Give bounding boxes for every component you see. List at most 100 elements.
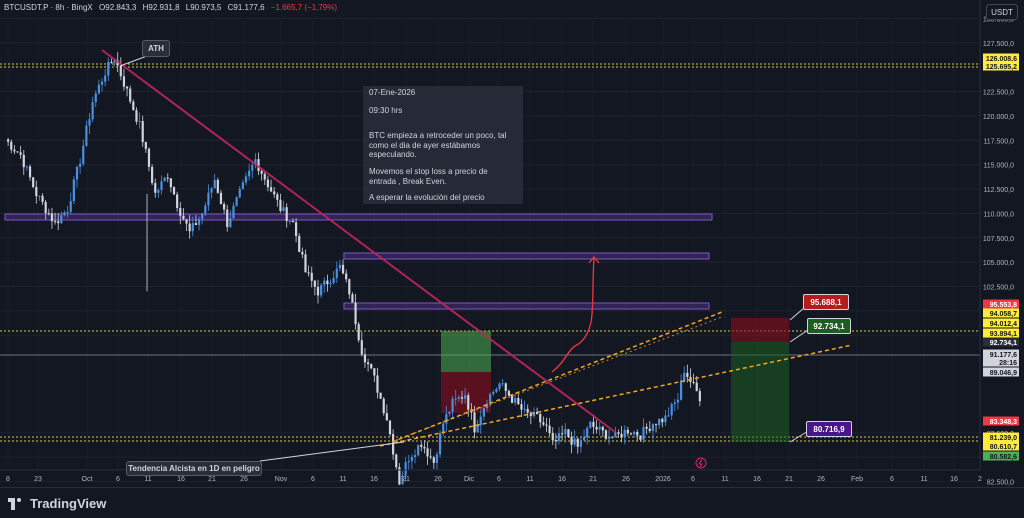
candle-body xyxy=(379,392,382,399)
candle-body xyxy=(163,177,166,182)
price-label: 94.058,7 xyxy=(990,311,1017,318)
candle-body xyxy=(601,426,604,431)
candle-body xyxy=(335,268,338,279)
symbol-name[interactable]: BTCUSDT.P · 8h · BingX xyxy=(4,3,93,12)
time-tick: 8 xyxy=(6,476,10,483)
note-time: 09:30 hrs xyxy=(369,105,403,115)
candle-body xyxy=(44,201,47,214)
candle-body xyxy=(482,408,485,417)
time-axis-ticks: 8 23 Oct 6 11 16 21 26 Nov 6 11 16 21 26 Dic 6 11 16 21 26 2… xyxy=(6,476,982,483)
price-label: 92.734,1 xyxy=(990,340,1017,347)
candle-body xyxy=(282,207,285,212)
candle-body xyxy=(307,272,310,274)
trend-callout[interactable]: Tendencia Alcista en 1D en peligro xyxy=(126,461,262,476)
candle-body xyxy=(160,181,163,191)
candle-body xyxy=(260,170,263,174)
candle-body xyxy=(210,188,213,193)
candle-body xyxy=(451,398,454,412)
time-tick: Dic xyxy=(464,476,475,483)
entry-callout[interactable]: 92.734,1 xyxy=(807,318,851,334)
candle-body xyxy=(176,194,179,209)
candle-body xyxy=(598,426,601,430)
candle-body xyxy=(60,215,63,224)
time-tick: 26 xyxy=(622,476,630,483)
candle-body xyxy=(582,437,586,441)
candle-body xyxy=(423,446,426,449)
candle-body xyxy=(91,102,94,120)
candle-body xyxy=(172,187,176,195)
target-callout-label: 80.716,9 xyxy=(813,424,845,434)
price-label-bg xyxy=(983,337,1019,347)
candle-body xyxy=(557,433,561,442)
candle-body xyxy=(285,207,288,222)
ath-callout[interactable]: ATH xyxy=(142,40,170,57)
price-scale xyxy=(980,0,1024,487)
time-tick: 21 xyxy=(402,476,410,483)
candle-body xyxy=(658,418,661,426)
candle-body xyxy=(72,179,75,202)
chart-canvas[interactable]: 130.000,0127.500,0122.500,0120.000,0117.… xyxy=(0,0,1024,487)
stop-callout[interactable]: 95.688,1 xyxy=(803,294,849,310)
candle-body xyxy=(435,454,439,463)
candle-body xyxy=(326,280,329,285)
note-paragraph-1: BTC empieza a retroceder un poco, tal co… xyxy=(369,131,507,160)
candle-body xyxy=(623,429,626,438)
candle-body xyxy=(670,404,673,416)
time-tick: 21 xyxy=(589,476,597,483)
analysis-note[interactable]: 07-Ene-2026 09:30 hrs BTC empieza a retr… xyxy=(363,86,523,204)
candle-body xyxy=(357,324,360,341)
price-label-bg xyxy=(983,318,1019,328)
price-label-bg xyxy=(983,357,1019,367)
tradingview-logo[interactable]: TradingView xyxy=(8,496,106,511)
candle-body xyxy=(7,139,10,142)
candle-body xyxy=(401,475,404,485)
price-label-bg xyxy=(983,53,1019,63)
candle-body xyxy=(607,436,611,439)
candle-body xyxy=(238,188,241,198)
price-tick: 112.500,0 xyxy=(983,187,1014,194)
candle-body xyxy=(695,382,698,392)
target-callout[interactable]: 80.716,9 xyxy=(806,421,852,437)
candle-body xyxy=(320,284,323,296)
price-label-bg xyxy=(983,451,1019,461)
candle-body xyxy=(229,218,232,228)
candle-body xyxy=(66,211,69,213)
candle-body xyxy=(426,448,429,457)
price-label-bg xyxy=(983,441,1019,451)
candle-body xyxy=(633,431,636,435)
candle-body xyxy=(679,380,683,400)
candle-body xyxy=(520,404,523,410)
candle-body xyxy=(332,278,335,284)
price-tick: 102.500,0 xyxy=(983,285,1014,292)
candle-body xyxy=(454,398,457,400)
candle-body xyxy=(329,283,332,285)
candle-body xyxy=(442,423,445,434)
candle-body xyxy=(360,340,363,355)
candle-body xyxy=(398,467,401,485)
time-tick: 6 xyxy=(116,476,120,483)
candle-body xyxy=(316,286,320,296)
candle-body xyxy=(122,76,126,87)
candle-body xyxy=(604,430,608,439)
candle-body xyxy=(138,121,141,123)
ohlc-high: H92.931,8 xyxy=(142,3,180,12)
price-label: 94.012,4 xyxy=(990,321,1017,328)
candle-body xyxy=(251,165,254,171)
currency-button[interactable]: USDT xyxy=(986,4,1018,20)
candle-body xyxy=(376,375,379,393)
candle-body xyxy=(476,425,479,433)
candle-body xyxy=(263,173,266,180)
candle-body xyxy=(169,178,172,188)
candle-body xyxy=(107,61,110,76)
candle-body xyxy=(413,455,417,458)
price-label-bg xyxy=(983,367,1019,377)
candle-body xyxy=(254,159,257,166)
candle-body xyxy=(235,197,238,206)
candle-body xyxy=(517,398,520,405)
candle-body xyxy=(410,457,413,462)
price-tick: 110.000,0 xyxy=(983,211,1014,218)
candle-body xyxy=(532,411,536,417)
price-label: 95.553,8 xyxy=(990,302,1017,309)
price-label: 83.348,3 xyxy=(990,419,1017,426)
